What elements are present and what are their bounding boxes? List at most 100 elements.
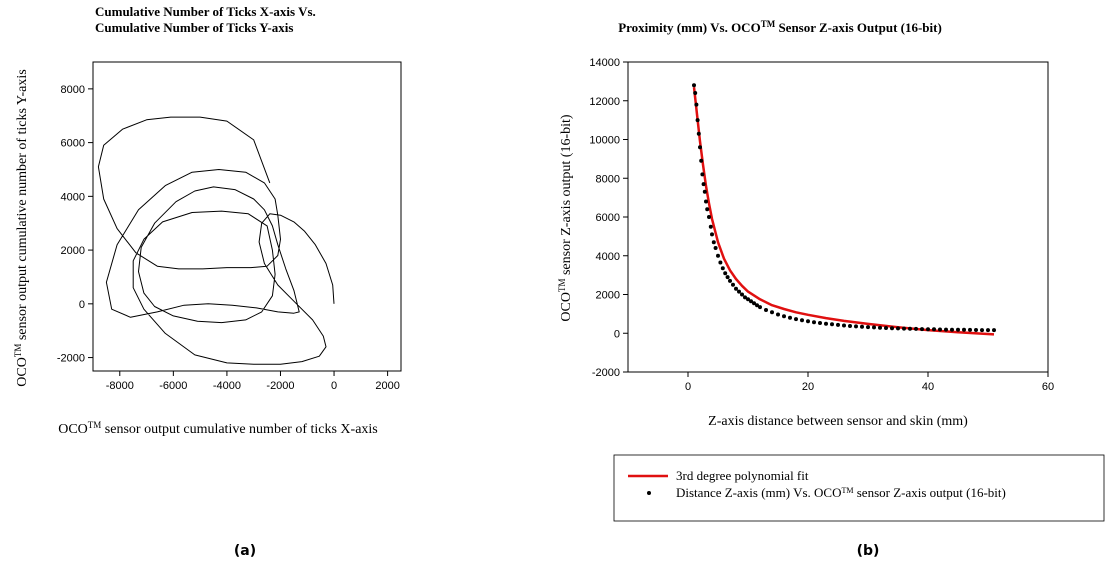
panel-b-title: Proximity (mm) Vs. OCOTM Sensor Z-axis O… [618, 19, 942, 35]
legend-frame [613, 454, 1105, 522]
scatter-point [950, 327, 954, 332]
legend-dot-swatch [647, 491, 651, 495]
scatter-point [700, 172, 705, 177]
scatter-point [728, 278, 732, 283]
scatter-point [704, 199, 708, 204]
panel-a-y-axis-label: OCOTM sensor output cumulative number of… [13, 69, 30, 386]
y-tick-label: 12000 [589, 96, 620, 108]
y-tick-label: 0 [79, 299, 85, 311]
panel-b-legend: 3rd degree polynomial fit Distance Z-axi… [613, 454, 1105, 522]
scatter-point [806, 319, 810, 324]
scatter-point [908, 326, 912, 331]
y-tick-label: -2000 [57, 353, 85, 365]
legend-entry-fit: 3rd degree polynomial fit [676, 468, 809, 483]
scatter-point [986, 328, 990, 333]
scatter-point [824, 321, 828, 326]
scatter-point [716, 253, 720, 258]
scatter-point [720, 266, 725, 271]
panel-b-x-axis-label: Z-axis distance between sensor and skin … [708, 414, 968, 429]
scatter-point [764, 308, 768, 312]
scatter-point [788, 315, 792, 320]
panel-b-y-axis-label: OCOTM sensor Z-axis output (16-bit) [557, 114, 574, 321]
scatter-point [890, 326, 894, 331]
scatter-point [708, 224, 713, 229]
scatter-point [743, 295, 747, 300]
scatter-point [692, 83, 696, 88]
scatter-point [902, 326, 906, 331]
scatter-point [693, 91, 698, 95]
y-tick-label: 0 [614, 328, 620, 340]
scatter-point [896, 326, 900, 331]
legend-entry-data: Distance Z-axis (mm) Vs. OCOTM sensor Z-… [676, 485, 1006, 500]
scatter-point [752, 301, 756, 306]
x-tick-label: -6000 [159, 380, 187, 392]
y-tick-label: -2000 [592, 367, 620, 379]
panel-a-x-axis-label: OCOTM sensor output cumulative number of… [58, 420, 378, 437]
series-line-0 [692, 87, 995, 336]
scatter-point [711, 240, 716, 245]
scatter-point [725, 275, 730, 280]
scatter-point [746, 297, 750, 302]
x-tick-label: 60 [1042, 381, 1054, 393]
scatter-point [782, 314, 786, 319]
y-tick-label: 4000 [596, 251, 620, 263]
scatter-point [713, 246, 718, 250]
panel-a-title-line-2: Cumulative Number of Ticks Y-axis [95, 20, 293, 35]
scatter-point [920, 327, 924, 332]
x-tick-label: 0 [331, 380, 337, 392]
scatter-point [718, 260, 723, 265]
scatter-point [830, 322, 834, 327]
scatter-point [758, 305, 762, 310]
panel-b-x-ticks: 0 20 40 60 [685, 372, 1054, 393]
panel-a-x-ticks: -8000 -6000 -4000 -2000 0 2000 [106, 371, 400, 392]
scatter-point [854, 324, 858, 329]
panel-a-chart: Cumulative Number of Ticks X-axis Vs. Cu… [13, 4, 402, 559]
scatter-point [974, 328, 978, 332]
scatter-point [968, 327, 972, 332]
scatter-point [698, 145, 702, 150]
scatter-point [938, 327, 942, 332]
scatter-point [992, 328, 996, 333]
panel-a-label: (a) [234, 543, 256, 559]
y-tick-label: 6000 [596, 212, 620, 224]
scatter-point [800, 318, 804, 323]
y-tick-label: 6000 [61, 138, 85, 150]
series-line-0 [97, 116, 335, 365]
scatter-point [707, 215, 711, 219]
y-tick-label: 8000 [61, 84, 85, 96]
scatter-point [770, 310, 774, 315]
scatter-point [932, 327, 936, 332]
scatter-point [980, 328, 984, 333]
scatter-point [702, 189, 707, 194]
x-tick-label: -2000 [266, 380, 294, 392]
scatter-point [694, 102, 699, 107]
y-tick-label: 2000 [596, 290, 620, 302]
panel-b-chart: Proximity (mm) Vs. OCOTM Sensor Z-axis O… [557, 19, 1105, 559]
scatter-point [956, 327, 960, 332]
panel-b-label: (b) [857, 543, 880, 559]
scatter-point [740, 292, 744, 297]
x-tick-label: 0 [685, 381, 691, 393]
scatter-point [818, 321, 822, 325]
x-tick-label: 20 [802, 381, 814, 393]
scatter-point [866, 325, 870, 330]
scatter-point [755, 303, 759, 308]
scatter-point [710, 232, 714, 237]
scatter-point [696, 131, 701, 136]
y-tick-label: 2000 [61, 245, 85, 257]
y-tick-label: 8000 [596, 173, 620, 185]
scatter-point [812, 320, 816, 325]
scatter-point [878, 325, 882, 330]
scatter-point [926, 327, 930, 332]
scatter-point [914, 326, 918, 331]
y-tick-label: 10000 [589, 135, 620, 147]
x-tick-label: 2000 [375, 380, 399, 392]
panel-b-series [692, 83, 996, 336]
panel-a-plot-frame [92, 61, 402, 372]
y-tick-label: 4000 [61, 191, 85, 203]
panel-a-title-line-1: Cumulative Number of Ticks X-axis Vs. [95, 4, 316, 19]
scatter-point [701, 182, 706, 187]
panel-a-y-ticks: -2000 0 2000 4000 6000 8000 [57, 84, 93, 365]
scatter-point [731, 282, 735, 287]
